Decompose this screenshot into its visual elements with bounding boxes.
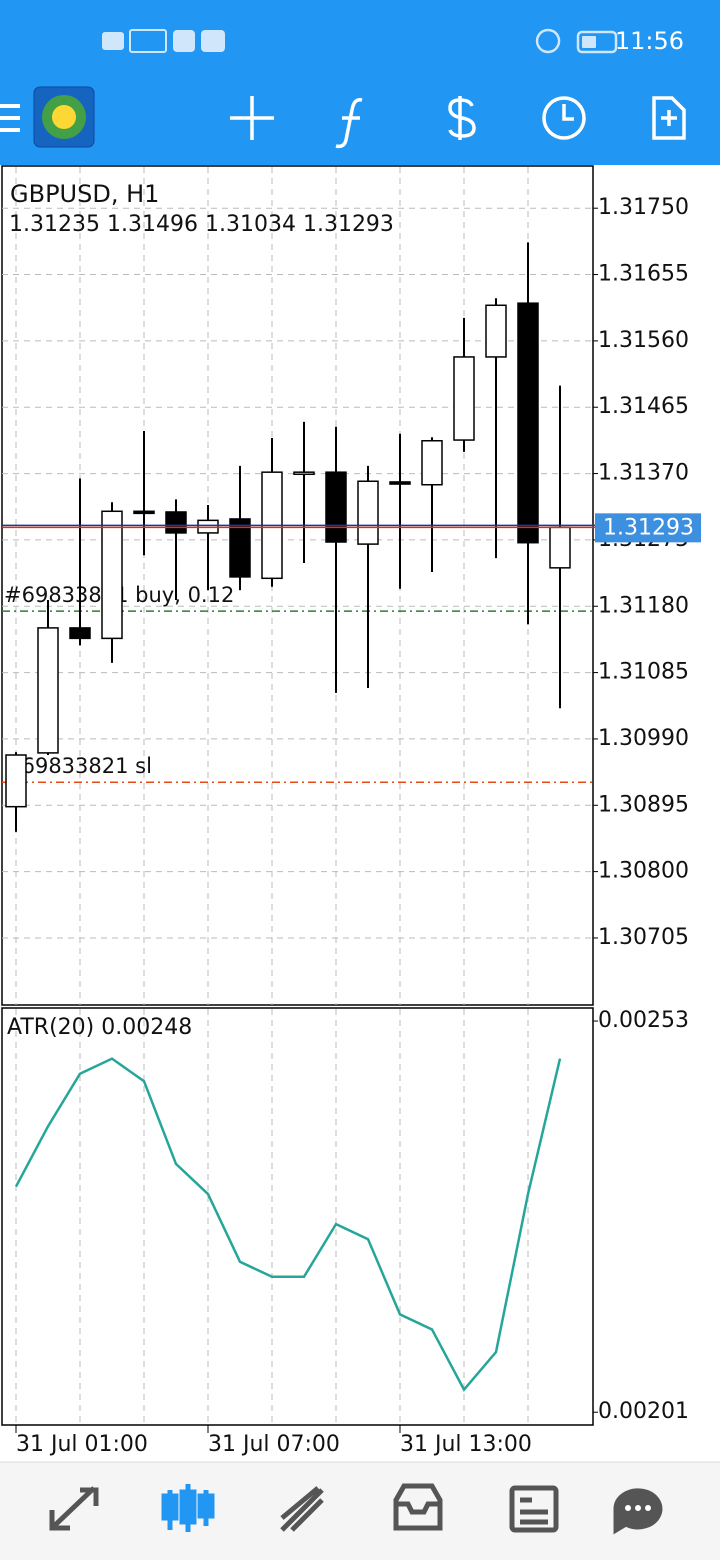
chart-layer: 31 Jul 01:00 31 Jul 07:00 31 Jul 13:00 1.31… [2, 167, 701, 1457]
candle-body [485, 304, 507, 358]
order-label: #69833821 sl [4, 754, 152, 778]
candle-body [389, 481, 411, 485]
x-tick-label: 31 Jul 13:00 [400, 1432, 532, 1457]
candle-body [101, 510, 123, 640]
nav-icons[interactable] [49, 1483, 663, 1535]
ohlc-high: 1.31496 [107, 212, 198, 237]
candle-body [69, 627, 91, 640]
price-tag [595, 513, 701, 543]
ohlc-readout: 1.31235 1.31496 1.31034 1.31293 [9, 212, 394, 237]
candle-body [229, 518, 251, 578]
atr-value: 0.00248 [101, 1015, 192, 1040]
ohlc-close: 1.31293 [303, 212, 394, 237]
atr-title: ATR(20) 0.00248 [7, 1015, 192, 1040]
status-icons [102, 28, 618, 54]
y-tick-label: 1.31370 [598, 461, 689, 486]
candle-body [357, 480, 379, 545]
bottom-nav [0, 1462, 720, 1560]
app-logo[interactable] [33, 86, 95, 148]
candle-body [325, 471, 347, 543]
y-tick-label: 1.30800 [598, 859, 689, 884]
y-tick-label: 1.31465 [598, 394, 689, 419]
x-tick-label: 31 Jul 07:00 [208, 1432, 340, 1457]
ohlc-open: 1.31235 [9, 212, 100, 237]
candle-body [453, 356, 475, 441]
toolbar-icons[interactable] [230, 96, 686, 149]
chat-dots [625, 1505, 651, 1511]
candle-body [549, 526, 571, 569]
y-tick-label: 1.30990 [598, 726, 689, 751]
y-tick-label: 1.31180 [598, 593, 689, 618]
price-tag-label: 1.31293 [603, 515, 694, 540]
candle-body [293, 471, 315, 476]
atr-name: ATR(20) [7, 1015, 94, 1040]
candle-body [5, 754, 27, 808]
y-tick-label: 1.31655 [598, 262, 689, 287]
y-tick-label: 0.00253 [598, 1008, 689, 1033]
candle-body [421, 439, 443, 486]
app-bar [0, 0, 720, 165]
y-tick-label: 1.31085 [598, 660, 689, 685]
y-tick-label: 1.31560 [598, 328, 689, 353]
candle-body [517, 302, 539, 544]
ohlc-low: 1.31034 [205, 212, 296, 237]
clock: 11:56 [615, 27, 684, 55]
atr-pane [1, 1007, 594, 1426]
candle-body [133, 510, 155, 515]
candle-body [37, 627, 59, 754]
y-tick-label: 1.30705 [598, 925, 689, 950]
menu-button[interactable] [0, 104, 20, 132]
y-tick-label: 1.30895 [598, 792, 689, 817]
y-tick-label: 1.31750 [598, 195, 689, 220]
candle-body [165, 511, 187, 534]
y-tick-label: 0.00201 [598, 1399, 689, 1424]
atr-line [14, 1057, 562, 1392]
symbol-title: GBPUSD, H1 [10, 180, 159, 208]
x-tick-label: 31 Jul 01:00 [16, 1432, 148, 1457]
